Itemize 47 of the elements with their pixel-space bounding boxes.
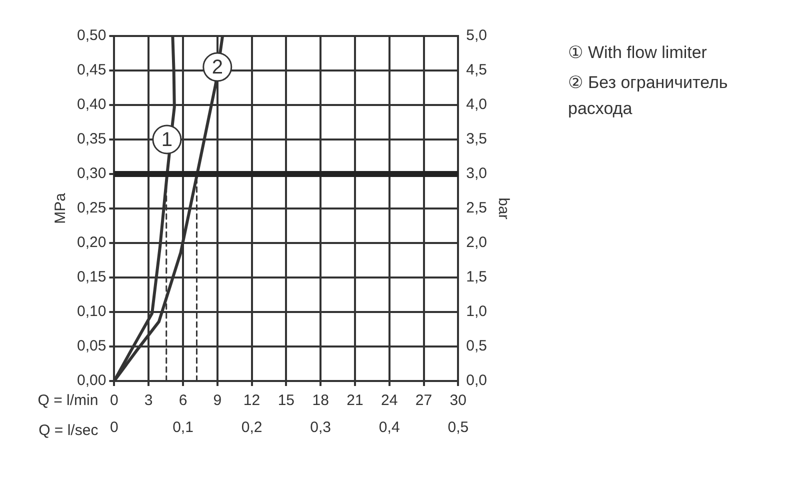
y-tick-label: 0,30 xyxy=(76,165,106,182)
x-tick-label: 12 xyxy=(243,392,260,410)
x-tick-label: 21 xyxy=(346,392,364,410)
text: ② Без ограничитель расхода xyxy=(568,72,729,120)
y2-tick-label: 4,0 xyxy=(466,96,488,114)
x2-tick-label: 0,2 xyxy=(241,419,262,436)
y-axis-title: MPa xyxy=(52,192,70,224)
y-tick-label: 0,20 xyxy=(76,234,106,252)
x-tick-label: 6 xyxy=(178,392,188,410)
y-tick-label: 0,15 xyxy=(76,268,106,286)
x-tick-label: 3 xyxy=(144,392,153,410)
y-tick-label: 0,40 xyxy=(76,96,106,114)
y2-tick-label: 5,0 xyxy=(466,27,488,44)
x2-tick-label: 0 xyxy=(110,419,118,436)
y2-tick-label: 0,0 xyxy=(466,372,488,390)
y2-tick-label: 2,5 xyxy=(466,200,488,217)
x2-tick-label: 0,1 xyxy=(172,419,194,436)
y2-tick-label: 2,0 xyxy=(466,234,488,252)
y-tick-label: 0,45 xyxy=(76,62,106,79)
y-tick-label: 0,25 xyxy=(76,200,106,217)
annotation: 1 xyxy=(161,129,172,152)
x-tick-label: 0 xyxy=(110,392,118,410)
y-tick-label: 0,35 xyxy=(76,130,106,148)
y2-tick-label: 4,5 xyxy=(466,62,488,79)
y2-axis-title: bar xyxy=(494,198,512,220)
x-tick-label: 18 xyxy=(312,392,329,410)
x-tick-label: 9 xyxy=(213,392,222,410)
x2-tick-label: 0,5 xyxy=(448,419,469,436)
x-tick-label: 30 xyxy=(450,392,466,410)
y2-tick-label: 0,5 xyxy=(466,338,488,355)
x2-tick-label: 0,4 xyxy=(378,419,400,436)
x-tick-label: 24 xyxy=(381,392,398,410)
x-tick-label: 27 xyxy=(415,392,432,410)
y-tick-label: 0,00 xyxy=(76,372,106,390)
x-axis-title: Q = l/min xyxy=(38,392,98,410)
annotation: 2 xyxy=(212,56,223,79)
y2-tick-label: 1,0 xyxy=(466,303,488,320)
y2-tick-label: 3,0 xyxy=(466,165,488,182)
x2-tick-label: 0,3 xyxy=(310,419,331,436)
x2-axis-title: Q = l/sec xyxy=(38,422,99,440)
y-tick-label: 0,50 xyxy=(76,27,106,44)
y-tick-label: 0,05 xyxy=(76,338,106,355)
text: ① With flow limiter xyxy=(568,42,708,64)
y-tick-label: 0,10 xyxy=(76,303,106,320)
y2-tick-label: 3,5 xyxy=(466,130,488,148)
x-tick-label: 15 xyxy=(278,392,295,410)
y2-tick-label: 1,5 xyxy=(466,268,488,286)
